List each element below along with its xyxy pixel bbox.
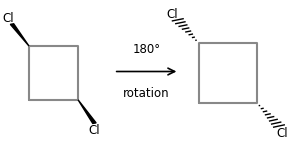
Polygon shape bbox=[78, 100, 96, 123]
Polygon shape bbox=[10, 24, 29, 46]
Text: Cl: Cl bbox=[167, 8, 179, 21]
Text: Cl: Cl bbox=[276, 127, 288, 140]
Text: rotation: rotation bbox=[123, 87, 170, 100]
Text: Cl: Cl bbox=[89, 124, 100, 137]
Text: Cl: Cl bbox=[2, 12, 14, 25]
Text: 180°: 180° bbox=[132, 43, 161, 56]
